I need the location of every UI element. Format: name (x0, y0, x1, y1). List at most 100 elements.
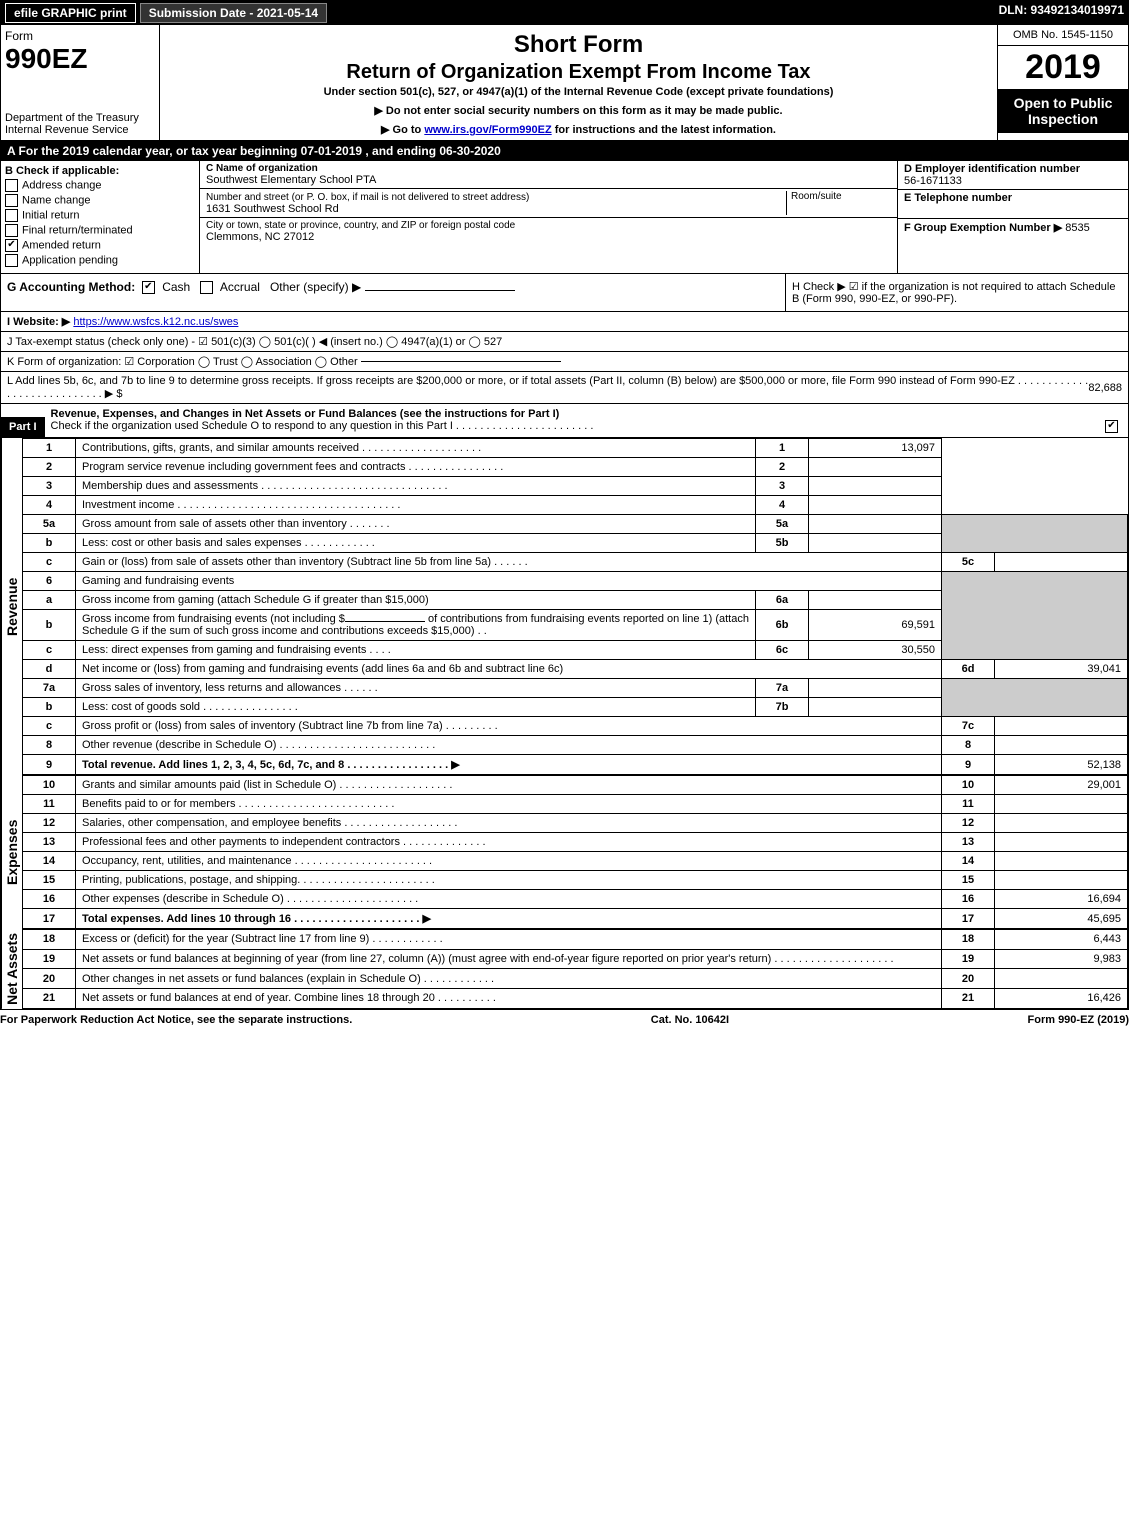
top-bar: efile GRAPHIC print Submission Date - 20… (1, 1, 1128, 25)
check-name-change[interactable]: Name change (5, 194, 195, 207)
part1-label: Part I (1, 417, 45, 437)
part1-check-text: Check if the organization used Schedule … (51, 420, 594, 432)
city-label: City or town, state or province, country… (206, 220, 891, 231)
line-11: 11Benefits paid to or for members . . . … (23, 795, 1128, 814)
irs-link[interactable]: www.irs.gov/Form990EZ (424, 124, 551, 136)
line-19: 19Net assets or fund balances at beginni… (23, 949, 1128, 969)
room-suite-label: Room/suite (786, 191, 891, 215)
street-address: 1631 Southwest School Rd (206, 203, 786, 215)
check-address-change[interactable]: Address change (5, 179, 195, 192)
expenses-section: Expenses 10Grants and similar amounts pa… (1, 775, 1128, 929)
check-final-return[interactable]: Final return/terminated (5, 224, 195, 237)
line-14: 14Occupancy, rent, utilities, and mainte… (23, 852, 1128, 871)
line-6b-amount-input[interactable] (345, 621, 425, 622)
line-4: 4Investment income . . . . . . . . . . .… (23, 496, 1128, 515)
line-21: 21Net assets or fund balances at end of … (23, 989, 1128, 1009)
revenue-section: Revenue 1Contributions, gifts, grants, a… (1, 438, 1128, 775)
section-b-title: B Check if applicable: (5, 165, 195, 177)
main-title: Return of Organization Exempt From Incom… (164, 61, 993, 84)
dln-label: DLN: 93492134019971 (999, 3, 1124, 23)
website-link[interactable]: https://www.wsfcs.k12.nc.us/swes (73, 316, 238, 328)
grey-block-5 (942, 515, 1128, 553)
part1-header-row: Part I Revenue, Expenses, and Changes in… (1, 404, 1128, 438)
line-8: 8Other revenue (describe in Schedule O) … (23, 736, 1128, 755)
line-j: J Tax-exempt status (check only one) - ☑… (1, 332, 1128, 352)
goto-suffix: for instructions and the latest informat… (552, 124, 776, 136)
footer-center: Cat. No. 10642I (651, 1014, 729, 1026)
line-3: 3Membership dues and assessments . . . .… (23, 477, 1128, 496)
form-header: Form 990EZ Department of the Treasury In… (1, 25, 1128, 141)
line-9: 9Total revenue. Add lines 1, 2, 3, 4, 5c… (23, 755, 1128, 775)
line-17: 17Total expenses. Add lines 10 through 1… (23, 909, 1128, 929)
short-form-title: Short Form (164, 31, 993, 59)
line-15: 15Printing, publications, postage, and s… (23, 871, 1128, 890)
line-l: L Add lines 5b, 6c, and 7b to line 9 to … (1, 372, 1128, 404)
grey-block-7 (942, 679, 1128, 717)
section-b: B Check if applicable: Address change Na… (1, 161, 200, 273)
open-inspection: Open to Public Inspection (998, 89, 1128, 133)
footer-left: For Paperwork Reduction Act Notice, see … (0, 1014, 352, 1026)
line-12: 12Salaries, other compensation, and empl… (23, 814, 1128, 833)
page-footer: For Paperwork Reduction Act Notice, see … (0, 1010, 1129, 1030)
line-5c: cGain or (loss) from sale of assets othe… (23, 553, 1128, 572)
line-k: K Form of organization: ☑ Corporation ◯ … (1, 352, 1128, 372)
omb-number: OMB No. 1545-1150 (998, 25, 1128, 46)
line-20: 20Other changes in net assets or fund ba… (23, 969, 1128, 989)
line-1: 1Contributions, gifts, grants, and simil… (23, 439, 1128, 458)
city-state-zip: Clemmons, NC 27012 (206, 231, 891, 243)
revenue-side-label: Revenue (1, 438, 22, 775)
form-number: 990EZ (5, 43, 155, 75)
line-2: 2Program service revenue including gover… (23, 458, 1128, 477)
cash-check[interactable] (142, 281, 155, 294)
form-label: Form (5, 29, 155, 43)
check-initial-return[interactable]: Initial return (5, 209, 195, 222)
netassets-section: Net Assets 18Excess or (deficit) for the… (1, 929, 1128, 1009)
org-name: Southwest Elementary School PTA (206, 174, 891, 186)
line-6d: dNet income or (loss) from gaming and fu… (23, 660, 1128, 679)
accounting-method-label: G Accounting Method: (7, 280, 135, 294)
line-g: G Accounting Method: Cash Accrual Other … (1, 274, 785, 311)
line-i: I Website: ▶ https://www.wsfcs.k12.nc.us… (1, 312, 1128, 332)
line-10: 10Grants and similar amounts paid (list … (23, 776, 1128, 795)
dept-treasury: Department of the Treasury (5, 112, 155, 124)
efile-print-button[interactable]: efile GRAPHIC print (5, 3, 136, 23)
netassets-side-label: Net Assets (1, 929, 22, 1009)
line-7a: 7aGross sales of inventory, less returns… (23, 679, 1128, 698)
goto-prefix: ▶ Go to (381, 124, 424, 136)
website-label: I Website: ▶ (7, 315, 70, 328)
other-specify-input[interactable] (365, 290, 515, 291)
g-h-row: G Accounting Method: Cash Accrual Other … (1, 274, 1128, 312)
ssn-warning: ▶ Do not enter social security numbers o… (164, 104, 993, 117)
subtitle: Under section 501(c), 527, or 4947(a)(1)… (164, 86, 993, 98)
submission-date-button[interactable]: Submission Date - 2021-05-14 (140, 3, 327, 23)
dept-irs: Internal Revenue Service (5, 124, 155, 136)
ein-value: 56-1671133 (904, 175, 1122, 187)
section-d: D Employer identification number 56-1671… (897, 161, 1128, 273)
part1-schedule-o-check[interactable] (1105, 420, 1118, 433)
line-16: 16Other expenses (describe in Schedule O… (23, 890, 1128, 909)
line-6: 6Gaming and fundraising events (23, 572, 1128, 591)
check-application-pending[interactable]: Application pending (5, 254, 195, 267)
ein-label: D Employer identification number (904, 163, 1122, 175)
accrual-check[interactable] (200, 281, 213, 294)
footer-right: Form 990-EZ (2019) (1028, 1014, 1129, 1026)
tax-period: A For the 2019 calendar year, or tax yea… (1, 141, 1128, 161)
part1-title: Revenue, Expenses, and Changes in Net As… (51, 408, 560, 420)
check-amended-return[interactable]: Amended return (5, 239, 195, 252)
line-13: 13Professional fees and other payments t… (23, 833, 1128, 852)
goto-line: ▶ Go to www.irs.gov/Form990EZ for instru… (164, 123, 993, 136)
line-18: 18Excess or (deficit) for the year (Subt… (23, 930, 1128, 950)
expenses-side-label: Expenses (1, 775, 22, 929)
other-org-input[interactable] (361, 361, 561, 362)
telephone-label: E Telephone number (904, 192, 1122, 204)
form-container: efile GRAPHIC print Submission Date - 20… (0, 0, 1129, 1010)
grey-block-6 (942, 572, 1128, 660)
line-h: H Check ▶ ☑ if the organization is not r… (785, 274, 1128, 311)
org-name-label: C Name of organization (206, 163, 891, 174)
group-exemption-label: F Group Exemption Number ▶ (904, 222, 1062, 234)
line-5a: 5aGross amount from sale of assets other… (23, 515, 1128, 534)
group-exemption-number: 8535 (1065, 222, 1089, 234)
tax-year: 2019 (998, 46, 1128, 89)
line-7c: cGross profit or (loss) from sales of in… (23, 717, 1128, 736)
entity-info-row: B Check if applicable: Address change Na… (1, 161, 1128, 274)
